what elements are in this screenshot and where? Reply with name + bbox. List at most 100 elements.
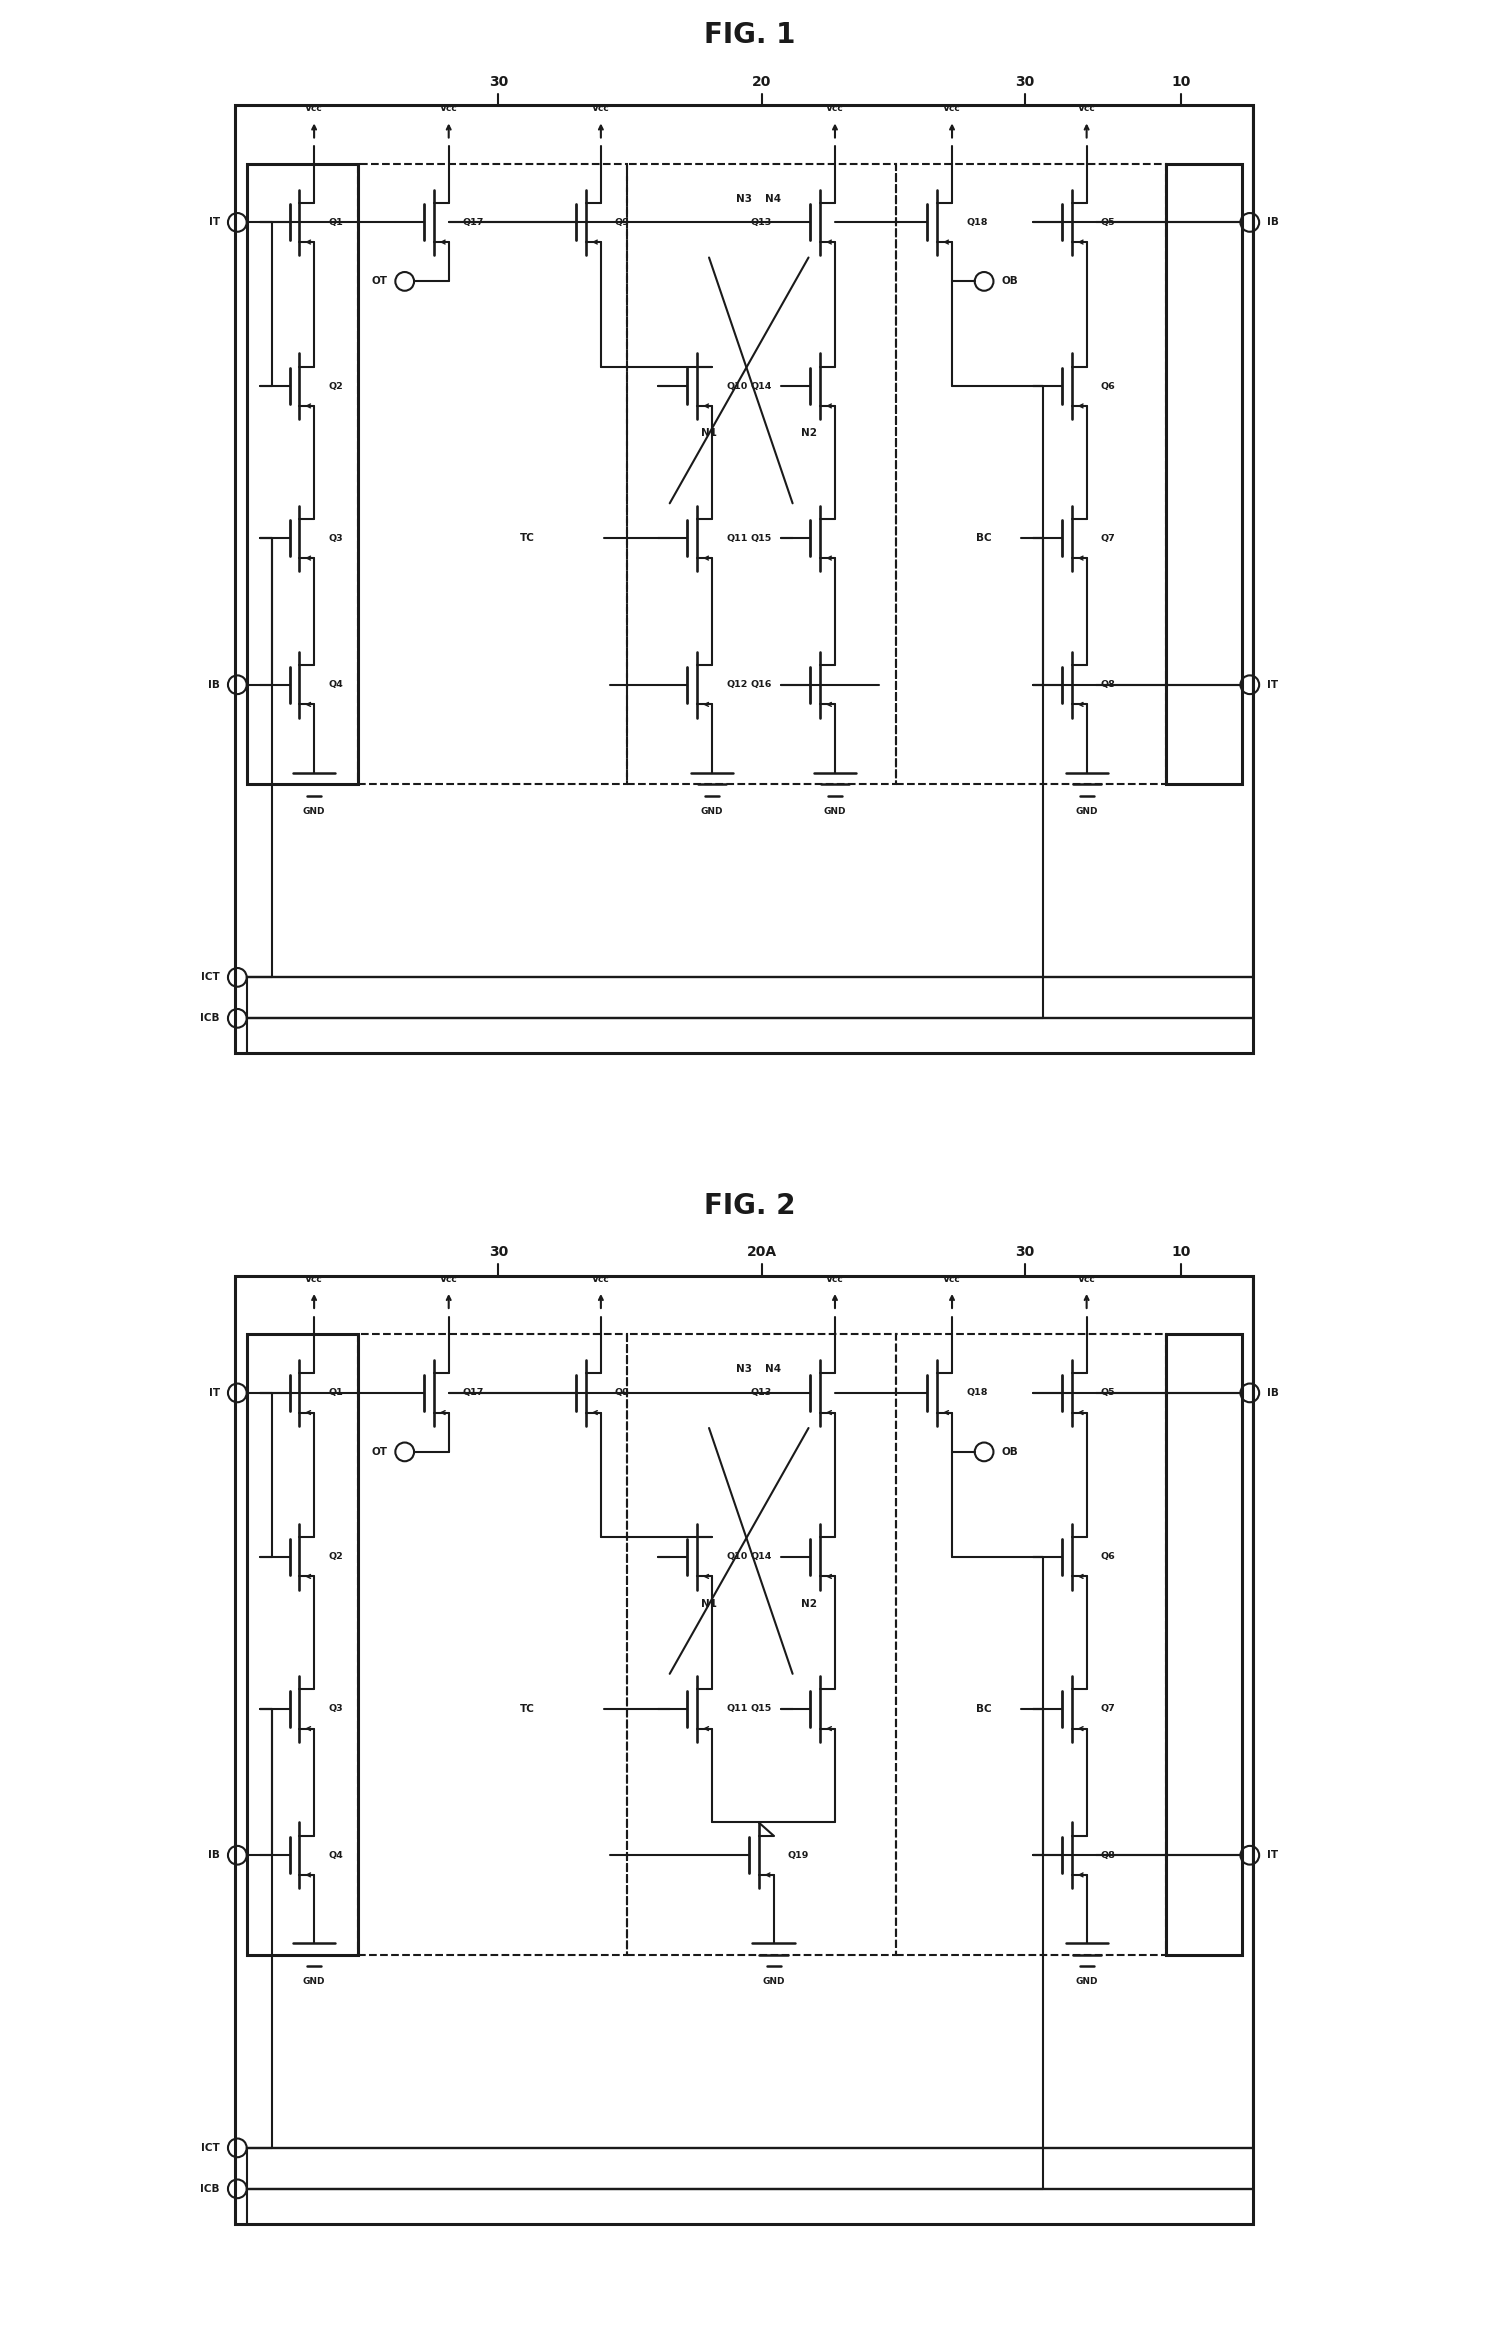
Text: Vcc: Vcc xyxy=(944,1276,962,1283)
Text: Q7: Q7 xyxy=(1101,1704,1116,1714)
Text: Q4: Q4 xyxy=(328,1852,344,1859)
Bar xyxy=(246,1334,358,1955)
Text: Q16: Q16 xyxy=(750,681,771,688)
Text: IT: IT xyxy=(1268,1849,1278,1861)
Text: Q8: Q8 xyxy=(1101,1852,1116,1859)
Text: Q2: Q2 xyxy=(328,1552,344,1561)
Text: Vcc: Vcc xyxy=(592,1276,610,1283)
Bar xyxy=(627,164,897,784)
Text: Vcc: Vcc xyxy=(1078,105,1095,112)
Text: Q11: Q11 xyxy=(726,1704,747,1714)
Text: Q8: Q8 xyxy=(1101,681,1116,688)
Text: Q3: Q3 xyxy=(328,534,344,543)
Text: Q5: Q5 xyxy=(1101,218,1116,227)
Text: OB: OB xyxy=(1002,1447,1019,1456)
Text: Vcc: Vcc xyxy=(1078,1276,1095,1283)
Text: Vcc: Vcc xyxy=(827,105,844,112)
Text: N1: N1 xyxy=(700,428,717,438)
Text: N2: N2 xyxy=(801,1599,816,1608)
Text: IT: IT xyxy=(209,218,220,227)
Text: Q1: Q1 xyxy=(328,1388,344,1398)
Bar xyxy=(358,1334,627,1955)
Text: GND: GND xyxy=(1076,1978,1098,1985)
Text: Q15: Q15 xyxy=(750,1704,771,1714)
Text: Q13: Q13 xyxy=(750,1388,771,1398)
Text: 10: 10 xyxy=(1172,75,1191,89)
Text: GND: GND xyxy=(303,1978,326,1985)
Text: N3: N3 xyxy=(736,194,752,204)
Text: N3: N3 xyxy=(736,1365,752,1374)
Text: OT: OT xyxy=(370,1447,387,1456)
Text: Vcc: Vcc xyxy=(592,105,610,112)
Text: Vcc: Vcc xyxy=(304,1276,322,1283)
Text: BC: BC xyxy=(976,1704,992,1714)
Text: Q9: Q9 xyxy=(615,218,630,227)
Text: IB: IB xyxy=(1268,1388,1280,1398)
Text: N2: N2 xyxy=(801,428,816,438)
Text: Q18: Q18 xyxy=(966,1388,987,1398)
Text: Q4: Q4 xyxy=(328,681,344,688)
Text: TC: TC xyxy=(520,1704,536,1714)
Text: Vcc: Vcc xyxy=(944,105,962,112)
Text: Q3: Q3 xyxy=(328,1704,344,1714)
Text: OB: OB xyxy=(1002,276,1019,286)
Text: GND: GND xyxy=(1076,808,1098,815)
Text: N1: N1 xyxy=(700,1599,717,1608)
Text: IT: IT xyxy=(209,1388,220,1398)
Text: 30: 30 xyxy=(1016,75,1035,89)
Text: FIG. 2: FIG. 2 xyxy=(705,1192,795,1220)
Text: Q9: Q9 xyxy=(615,1388,630,1398)
Text: Q14: Q14 xyxy=(750,382,771,391)
Text: ICT: ICT xyxy=(201,972,220,983)
Text: Vcc: Vcc xyxy=(827,1276,844,1283)
Text: Vcc: Vcc xyxy=(440,1276,458,1283)
Text: Q10: Q10 xyxy=(726,382,747,391)
Text: GND: GND xyxy=(303,808,326,815)
Text: 10: 10 xyxy=(1172,1245,1191,1259)
Text: Q17: Q17 xyxy=(464,218,484,227)
Bar xyxy=(236,1276,1254,2224)
Bar xyxy=(358,164,627,784)
Text: Q6: Q6 xyxy=(1101,1552,1116,1561)
Text: OT: OT xyxy=(370,276,387,286)
Text: BC: BC xyxy=(976,534,992,543)
Text: Q10: Q10 xyxy=(726,1552,747,1561)
Text: FIG. 1: FIG. 1 xyxy=(705,21,795,49)
Text: Q11: Q11 xyxy=(726,534,747,543)
Text: Q17: Q17 xyxy=(464,1388,484,1398)
Text: Q7: Q7 xyxy=(1101,534,1116,543)
Text: N4: N4 xyxy=(765,194,782,204)
Text: Q12: Q12 xyxy=(726,681,747,688)
Text: Vcc: Vcc xyxy=(440,105,458,112)
Text: Q18: Q18 xyxy=(966,218,987,227)
Text: IB: IB xyxy=(209,1849,220,1861)
Bar xyxy=(1166,164,1242,784)
Bar xyxy=(246,164,358,784)
Text: 30: 30 xyxy=(489,1245,508,1259)
Bar xyxy=(1166,1334,1242,1955)
Text: Q1: Q1 xyxy=(328,218,344,227)
Text: GND: GND xyxy=(762,1978,784,1985)
Text: 30: 30 xyxy=(489,75,508,89)
Text: ICB: ICB xyxy=(201,2184,220,2194)
Bar xyxy=(897,1334,1166,1955)
Text: 20: 20 xyxy=(752,75,771,89)
Text: Q13: Q13 xyxy=(750,218,771,227)
Text: GND: GND xyxy=(824,808,846,815)
Text: IB: IB xyxy=(1268,218,1280,227)
Text: ICB: ICB xyxy=(201,1014,220,1023)
Bar xyxy=(627,1334,897,1955)
Text: Q5: Q5 xyxy=(1101,1388,1116,1398)
Text: TC: TC xyxy=(520,534,536,543)
Text: Q19: Q19 xyxy=(788,1852,808,1859)
Bar xyxy=(897,164,1166,784)
Text: Vcc: Vcc xyxy=(304,105,322,112)
Text: Q2: Q2 xyxy=(328,382,344,391)
Text: IB: IB xyxy=(209,679,220,691)
Text: N4: N4 xyxy=(765,1365,782,1374)
Text: ICT: ICT xyxy=(201,2142,220,2154)
Text: Q14: Q14 xyxy=(750,1552,771,1561)
Text: Q15: Q15 xyxy=(750,534,771,543)
Bar xyxy=(236,105,1254,1053)
Text: GND: GND xyxy=(700,808,723,815)
